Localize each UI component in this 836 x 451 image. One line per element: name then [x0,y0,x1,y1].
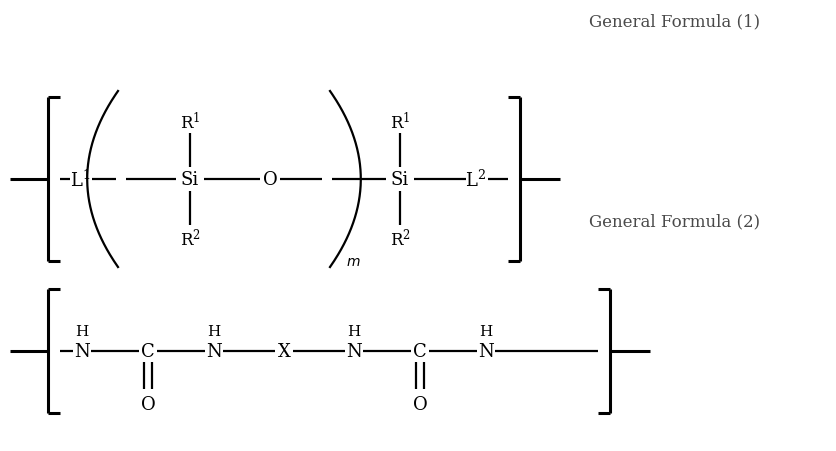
Text: N: N [206,342,222,360]
Text: $\mathregular{R^2}$: $\mathregular{R^2}$ [389,226,410,249]
Text: O: O [140,395,155,413]
Text: C: C [413,342,426,360]
Text: $\mathregular{R^2}$: $\mathregular{R^2}$ [180,226,200,249]
Text: H: H [479,324,492,338]
Text: General Formula (1): General Formula (1) [589,14,759,30]
Text: N: N [346,342,361,360]
Text: $\mathregular{L^1}$: $\mathregular{L^1}$ [69,169,90,190]
Text: H: H [347,324,360,338]
Text: H: H [75,324,89,338]
Text: O: O [412,395,427,413]
Text: $\mathregular{L^2}$: $\mathregular{L^2}$ [465,169,486,190]
Text: N: N [74,342,89,360]
Text: N: N [477,342,493,360]
Text: O: O [263,170,277,189]
Text: X: X [278,342,290,360]
Text: C: C [141,342,155,360]
Text: General Formula (2): General Formula (2) [589,213,759,230]
Text: $m$: $m$ [345,254,360,268]
Text: H: H [207,324,221,338]
Text: $\mathregular{R^1}$: $\mathregular{R^1}$ [180,111,200,132]
Text: $\mathregular{R^1}$: $\mathregular{R^1}$ [390,111,410,132]
Text: Si: Si [181,170,199,189]
Text: Si: Si [390,170,409,189]
